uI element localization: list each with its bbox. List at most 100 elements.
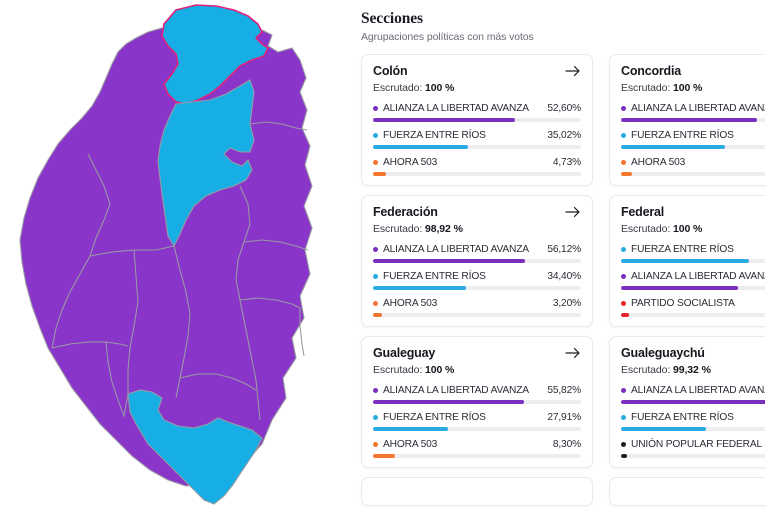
party-color-dot-icon: [621, 388, 626, 393]
party-results-list: ALIANZA LA LIBERTAD AVANZA54,90% FUERZA E…: [621, 385, 765, 458]
party-row: UNIÓN POPULAR FEDERAL2,40%: [621, 439, 765, 450]
section-name: Federación: [373, 205, 438, 219]
escrutado-label: Escrutado:: [373, 364, 426, 376]
party-row: ALIANZA LA LIBERTAD AVANZA50,18%: [621, 103, 765, 114]
map-region-cyan-south[interactable]: [127, 389, 263, 505]
party-bar-track: [621, 400, 765, 404]
party-bar-track: [373, 259, 581, 263]
party-bar-track: [373, 454, 581, 458]
section-name: Concordia: [621, 64, 682, 78]
map-region-purple-body[interactable]: [19, 23, 313, 487]
party-results-list: ALIANZA LA LIBERTAD AVANZA50,18% FUERZA E…: [621, 103, 765, 176]
party-name: ALIANZA LA LIBERTAD AVANZA: [631, 271, 765, 282]
map-region-cyan-north-top[interactable]: [161, 4, 270, 105]
party-bar-fill: [621, 454, 628, 458]
party-name: AHORA 503: [383, 298, 438, 309]
party-bar-fill: [621, 118, 757, 122]
party-color-dot-icon: [373, 388, 378, 393]
escrutado-status: Escrutado: 98,92 %: [373, 223, 581, 235]
party-color-dot-icon: [621, 301, 626, 306]
party-bar-track: [621, 172, 765, 176]
party-color-dot-icon: [373, 415, 378, 420]
party-bar-fill: [373, 118, 516, 122]
map-border-3: [127, 249, 139, 394]
party-name: ALIANZA LA LIBERTAD AVANZA: [383, 103, 529, 114]
escrutado-label: Escrutado:: [621, 82, 674, 94]
map-region-cyan-center[interactable]: [157, 79, 255, 248]
party-results-list: ALIANZA LA LIBERTAD AVANZA 56,12% FUERZA E…: [373, 244, 581, 317]
party-bar-fill: [621, 427, 706, 431]
party-bar-fill: [621, 259, 749, 263]
section-card[interactable]: [361, 477, 593, 506]
party-color-dot-icon: [621, 415, 626, 420]
section-cards-grid: Colón Escrutado: 100 % ALIANZA LA LIBERTAD…: [361, 54, 765, 506]
map-border-4: [173, 245, 191, 399]
party-color-dot-icon: [621, 247, 626, 252]
party-color-dot-icon: [621, 274, 626, 279]
entre-rios-map-svg[interactable]: [0, 0, 350, 510]
escrutado-label: Escrutado:: [621, 223, 674, 235]
section-card[interactable]: Federación Escrutado: 98,92 % ALIANZA LA L…: [361, 195, 593, 327]
party-result: UNIÓN POPULAR FEDERAL2,40%: [621, 439, 765, 458]
escrutado-value: 100 %: [673, 223, 703, 235]
party-color-dot-icon: [621, 160, 626, 165]
escrutado-status: Escrutado: 99,32 %: [621, 364, 765, 376]
page-title: Secciones: [361, 10, 423, 27]
party-color-dot-icon: [373, 133, 378, 138]
map-regions: [19, 4, 313, 505]
party-color-dot-icon: [373, 274, 378, 279]
party-row: FUERZA ENTRE RÍOS 34,40%: [373, 271, 581, 282]
party-name: FUERZA ENTRE RÍOS: [383, 130, 486, 141]
escrutado-value: 100 %: [673, 82, 703, 94]
party-bar-track: [373, 286, 581, 290]
party-row: AHORA 503 4,73%: [373, 157, 581, 168]
map-internal-borders: [51, 121, 309, 421]
party-percentage: 34,40%: [547, 271, 581, 282]
party-name: FUERZA ENTRE RÍOS: [631, 412, 734, 423]
party-bar-track: [373, 145, 581, 149]
arrow-right-icon[interactable]: [565, 206, 581, 218]
party-result: FUERZA ENTRE RÍOS31,40%: [621, 412, 765, 431]
party-row: FUERZA ENTRE RÍOS 27,91%: [373, 412, 581, 423]
section-name: Gualeguaychú: [621, 346, 705, 360]
party-row: PARTIDO SOCIALISTA3,05%: [621, 298, 765, 309]
section-card-header: Federal: [621, 205, 765, 219]
sections-results-panel: Secciones Agrupaciones políticas con más…: [350, 0, 765, 510]
section-card[interactable]: Gualeguaychú Escrutado: 99,32 % ALIANZA LA…: [609, 336, 765, 468]
party-name: AHORA 503: [631, 157, 686, 168]
section-card-header: Concordia: [621, 64, 765, 78]
map-border-8: [239, 297, 305, 357]
escrutado-label: Escrutado:: [373, 82, 426, 94]
party-color-dot-icon: [373, 442, 378, 447]
party-bar-fill: [621, 400, 765, 404]
map-border-7: [243, 239, 309, 251]
section-card[interactable]: [609, 477, 765, 506]
party-results-list: FUERZA ENTRE RÍOS47,30% ALIANZA LA LIBERT…: [621, 244, 765, 317]
province-map-panel[interactable]: [0, 0, 350, 510]
party-bar-fill: [621, 145, 726, 149]
escrutado-status: Escrutado: 100 %: [621, 223, 765, 235]
party-name: ALIANZA LA LIBERTAD AVANZA: [631, 385, 765, 396]
party-percentage: 4,73%: [552, 157, 581, 168]
party-color-dot-icon: [373, 160, 378, 165]
party-result: ALIANZA LA LIBERTAD AVANZA43,10%: [621, 271, 765, 290]
map-border-1: [87, 153, 111, 257]
section-card[interactable]: Federal Escrutado: 100 % FUERZA ENTRE RÍOS…: [609, 195, 765, 327]
section-card[interactable]: Colón Escrutado: 100 % ALIANZA LA LIBERTAD…: [361, 54, 593, 186]
arrow-right-icon[interactable]: [565, 347, 581, 359]
party-name: FUERZA ENTRE RÍOS: [631, 130, 734, 141]
party-bar-fill: [373, 286, 467, 290]
arrow-right-icon[interactable]: [565, 65, 581, 77]
party-name: ALIANZA LA LIBERTAD AVANZA: [383, 385, 529, 396]
map-border-9: [51, 255, 91, 349]
party-name: FUERZA ENTRE RÍOS: [631, 244, 734, 255]
escrutado-value: 99,32 %: [673, 364, 711, 376]
section-card[interactable]: Concordia Escrutado: 100 % ALIANZA LA LIBE…: [609, 54, 765, 186]
escrutado-label: Escrutado:: [373, 223, 426, 235]
party-color-dot-icon: [373, 301, 378, 306]
section-card[interactable]: Gualeguay Escrutado: 100 % ALIANZA LA LIBE…: [361, 336, 593, 468]
party-row: ALIANZA LA LIBERTAD AVANZA 52,60%: [373, 103, 581, 114]
party-bar-fill: [373, 313, 382, 317]
party-results-list: ALIANZA LA LIBERTAD AVANZA 55,82% FUERZA E…: [373, 385, 581, 458]
party-bar-fill: [373, 259, 525, 263]
